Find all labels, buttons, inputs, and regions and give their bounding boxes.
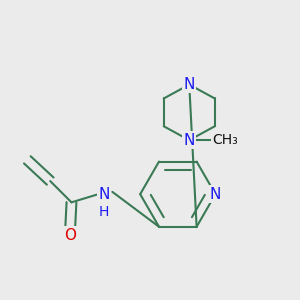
Text: N: N — [98, 187, 110, 202]
Text: N: N — [184, 133, 195, 148]
Text: N: N — [184, 77, 195, 92]
Text: CH₃: CH₃ — [212, 133, 238, 147]
Text: N: N — [210, 187, 221, 202]
Text: O: O — [64, 228, 76, 243]
Text: H: H — [99, 205, 110, 219]
